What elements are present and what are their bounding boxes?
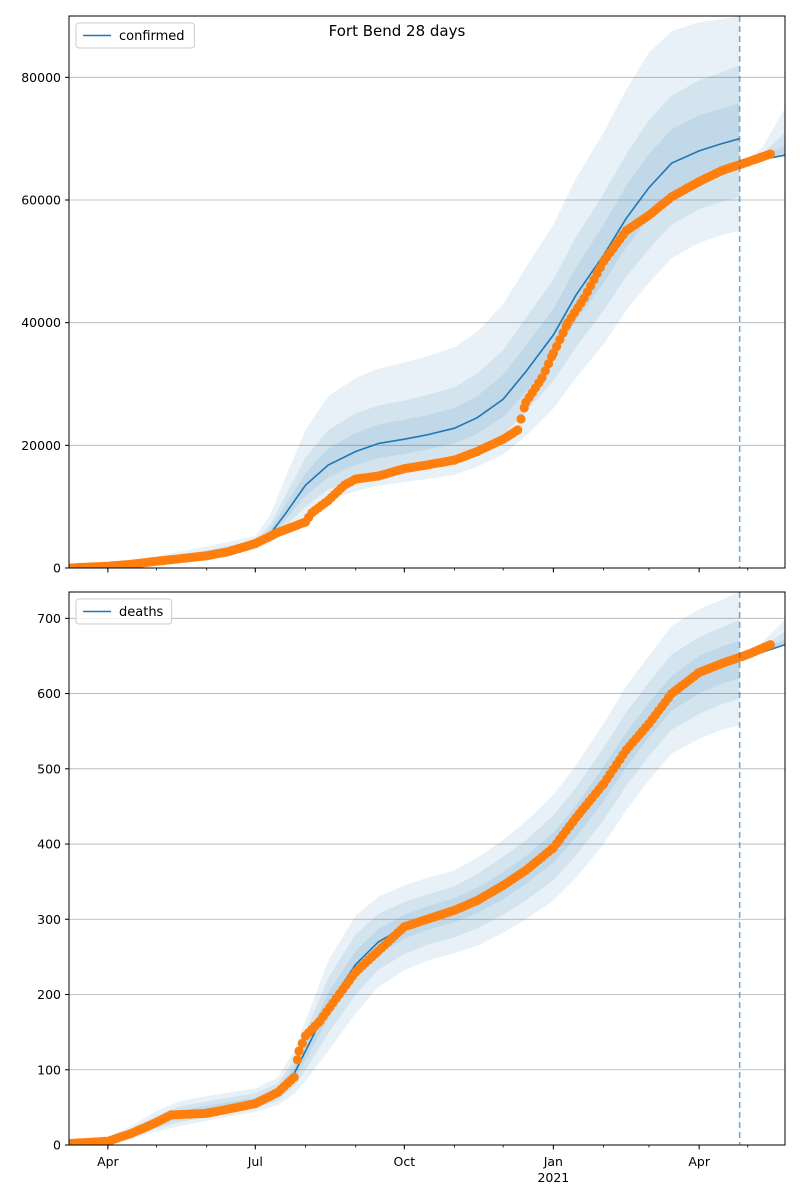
y-tick-label: 500 xyxy=(37,761,61,776)
legend-label: deaths xyxy=(119,605,164,620)
uncertainty-band xyxy=(69,592,740,1145)
observed-point xyxy=(540,366,550,376)
observed-point xyxy=(294,1046,304,1056)
observed-point xyxy=(516,414,526,424)
x-tick-label: Jul xyxy=(247,1154,263,1169)
x-tick-label: Apr xyxy=(688,1154,710,1169)
legend-label: confirmed xyxy=(119,29,185,44)
observed-point xyxy=(537,373,547,383)
observed-point xyxy=(555,335,565,345)
legend-box xyxy=(75,22,195,49)
y-tick-label: 300 xyxy=(37,912,61,927)
axes-frame xyxy=(68,591,786,1146)
figure-title: Fort Bend 28 days xyxy=(329,22,466,40)
y-tick-label: 0 xyxy=(53,1138,61,1153)
observed-point xyxy=(513,425,523,435)
y-tick-label: 100 xyxy=(37,1062,61,1077)
legend-box xyxy=(75,598,173,625)
x-year-label: 2021 xyxy=(537,1170,569,1185)
observed-point xyxy=(289,1072,299,1082)
uncertainty-band xyxy=(69,619,740,1145)
y-tick-label: 400 xyxy=(37,837,61,852)
plot-area xyxy=(69,592,785,1145)
y-tick-label: 700 xyxy=(37,611,61,626)
plot-area xyxy=(69,16,785,568)
y-tick-label: 40000 xyxy=(21,315,61,330)
x-tick-label: Apr xyxy=(97,1154,119,1169)
y-tick-label: 0 xyxy=(53,561,61,576)
observed-point xyxy=(543,359,554,369)
y-tick-label: 200 xyxy=(37,987,61,1002)
axes-frame xyxy=(68,15,786,569)
uncertainty-band xyxy=(69,16,740,568)
uncertainty-band xyxy=(69,103,740,568)
observed-point xyxy=(292,1055,302,1065)
observed-point xyxy=(297,1038,307,1048)
confirmed-panel: 0 20000 40000 60000 80000 confirmed xyxy=(21,15,786,576)
x-tick-label: Jan xyxy=(543,1154,563,1169)
observed-point xyxy=(765,640,776,650)
observed-point xyxy=(765,149,776,159)
uncertainty-band-forecast xyxy=(739,108,785,164)
y-tick-label: 600 xyxy=(37,686,61,701)
uncertainty-band-forecast xyxy=(739,144,785,164)
y-tick-label: 60000 xyxy=(21,193,61,208)
uncertainty-band-forecast xyxy=(739,631,785,660)
y-tick-label: 80000 xyxy=(21,70,61,85)
y-tick-label: 20000 xyxy=(21,438,61,453)
x-tick-label: Oct xyxy=(394,1154,416,1169)
